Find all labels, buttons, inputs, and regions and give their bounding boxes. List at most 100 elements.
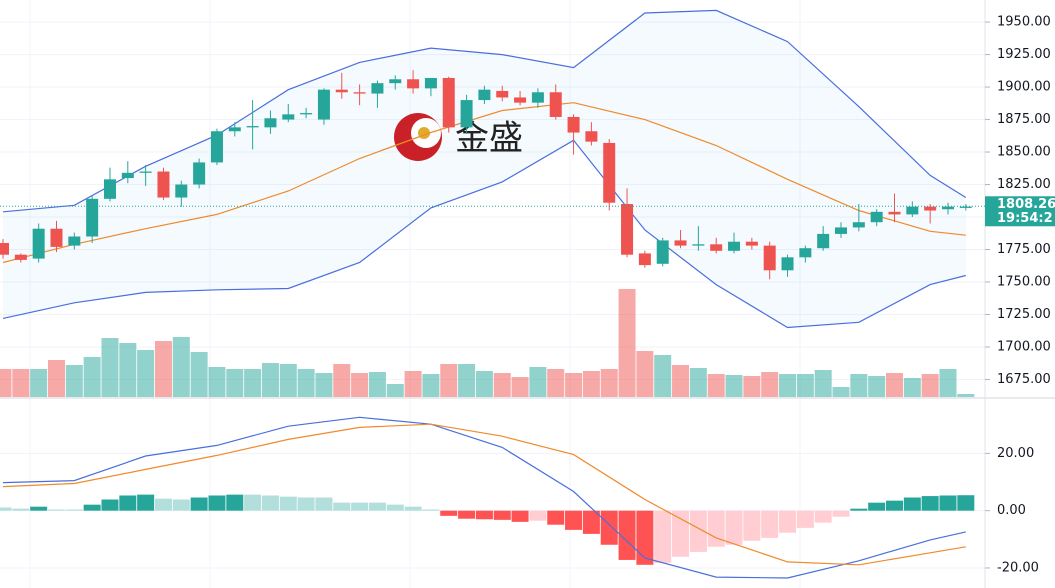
y-tick-label: 1950.00 [997, 15, 1051, 30]
candle-body [389, 79, 402, 84]
y-tick-label: 1775.00 [997, 242, 1051, 257]
macd-bar [903, 497, 921, 511]
macd-bar [226, 494, 244, 511]
candle-body [817, 233, 830, 249]
volume-bar [725, 375, 743, 397]
volume-bar [475, 371, 493, 397]
volume-bar [12, 369, 30, 397]
candle-body [50, 228, 63, 247]
macd-bar [582, 510, 600, 534]
macd-bar [743, 510, 761, 541]
y-tick-label: -20.00 [997, 560, 1039, 575]
volume-bar [868, 376, 886, 397]
y-tick-label: 1875.00 [997, 112, 1051, 127]
candle-body [799, 248, 812, 258]
volume-bar [333, 364, 351, 397]
macd-bar [511, 510, 529, 522]
macd-bar [600, 510, 618, 545]
macd-bar [297, 497, 315, 511]
candle-body [906, 206, 919, 215]
macd-bar [30, 506, 48, 511]
volume-bar [850, 374, 868, 397]
candle-body [460, 100, 473, 128]
macd-bar [261, 495, 279, 511]
band-line [2, 9, 967, 213]
macd-bar [672, 510, 690, 557]
candle-body [121, 172, 134, 179]
volume-bar [832, 387, 850, 397]
candle-body [852, 222, 865, 228]
band-line [2, 102, 966, 264]
macd-bar [101, 499, 119, 511]
volume-bar [404, 371, 422, 397]
macd-bar [458, 510, 476, 519]
candle-body [32, 228, 45, 259]
candle-body [14, 254, 27, 260]
volume-bar [529, 367, 547, 397]
macd-bar [475, 510, 493, 520]
volume-bar [315, 373, 333, 397]
volume-bar [565, 373, 583, 397]
candle-body [959, 206, 972, 208]
candle-body [478, 89, 491, 101]
candle-body [371, 83, 384, 94]
macd-bar [921, 496, 939, 511]
candle-body [300, 113, 313, 115]
macd-bar [565, 510, 583, 530]
candle-body [264, 118, 277, 128]
candle-body [0, 243, 9, 255]
last-price-box [985, 196, 1055, 227]
macd-bar [493, 510, 511, 520]
candle-body [282, 114, 295, 120]
candle-body [228, 127, 241, 132]
candle-body [246, 126, 259, 128]
macd-bar [779, 510, 797, 533]
candle-body [86, 198, 99, 237]
volume-bar [47, 360, 65, 397]
volume-bar [547, 369, 565, 397]
y-tick-label: 1725.00 [997, 307, 1051, 322]
candle-body [317, 89, 330, 120]
macd-bar [725, 510, 743, 545]
volume-bar [493, 373, 511, 397]
y-tick-label: 1675.00 [997, 372, 1051, 387]
volume-bar [297, 369, 315, 397]
macd-line [2, 423, 966, 566]
volume-bar [921, 374, 939, 397]
volume-bar [368, 372, 386, 397]
candle-body [335, 89, 348, 93]
macd-bar [386, 504, 404, 511]
volume-bar [636, 351, 654, 397]
volume-bar [244, 369, 262, 397]
macd-bar [137, 494, 155, 511]
macd-bar [440, 510, 458, 516]
volume-bar [65, 365, 83, 397]
macd-bar [796, 510, 814, 528]
candle-body [407, 79, 420, 89]
volume-bar [796, 374, 814, 397]
y-tick-label: 20.00 [997, 446, 1034, 461]
volume-bar [582, 371, 600, 397]
candle-body [692, 244, 705, 246]
volume-bar [30, 369, 48, 397]
volume-bar [814, 370, 832, 397]
macd-bar [654, 510, 672, 563]
last-price-label: 1808.26 [997, 197, 1055, 212]
candle-body [549, 92, 562, 117]
macd-bar [65, 509, 83, 511]
candle-body [567, 116, 580, 133]
y-tick-label: 1700.00 [997, 339, 1051, 354]
volume-bar [154, 341, 172, 397]
volume-bar [654, 355, 672, 397]
candle-body [621, 204, 634, 255]
macd-bar [172, 499, 190, 511]
macd-bar [0, 507, 12, 511]
candle-body [924, 206, 937, 211]
volume-bar [886, 373, 903, 397]
macd-bar [886, 500, 903, 511]
candle-body [674, 240, 687, 246]
candle-body [745, 241, 758, 246]
volume-bar [743, 376, 761, 397]
